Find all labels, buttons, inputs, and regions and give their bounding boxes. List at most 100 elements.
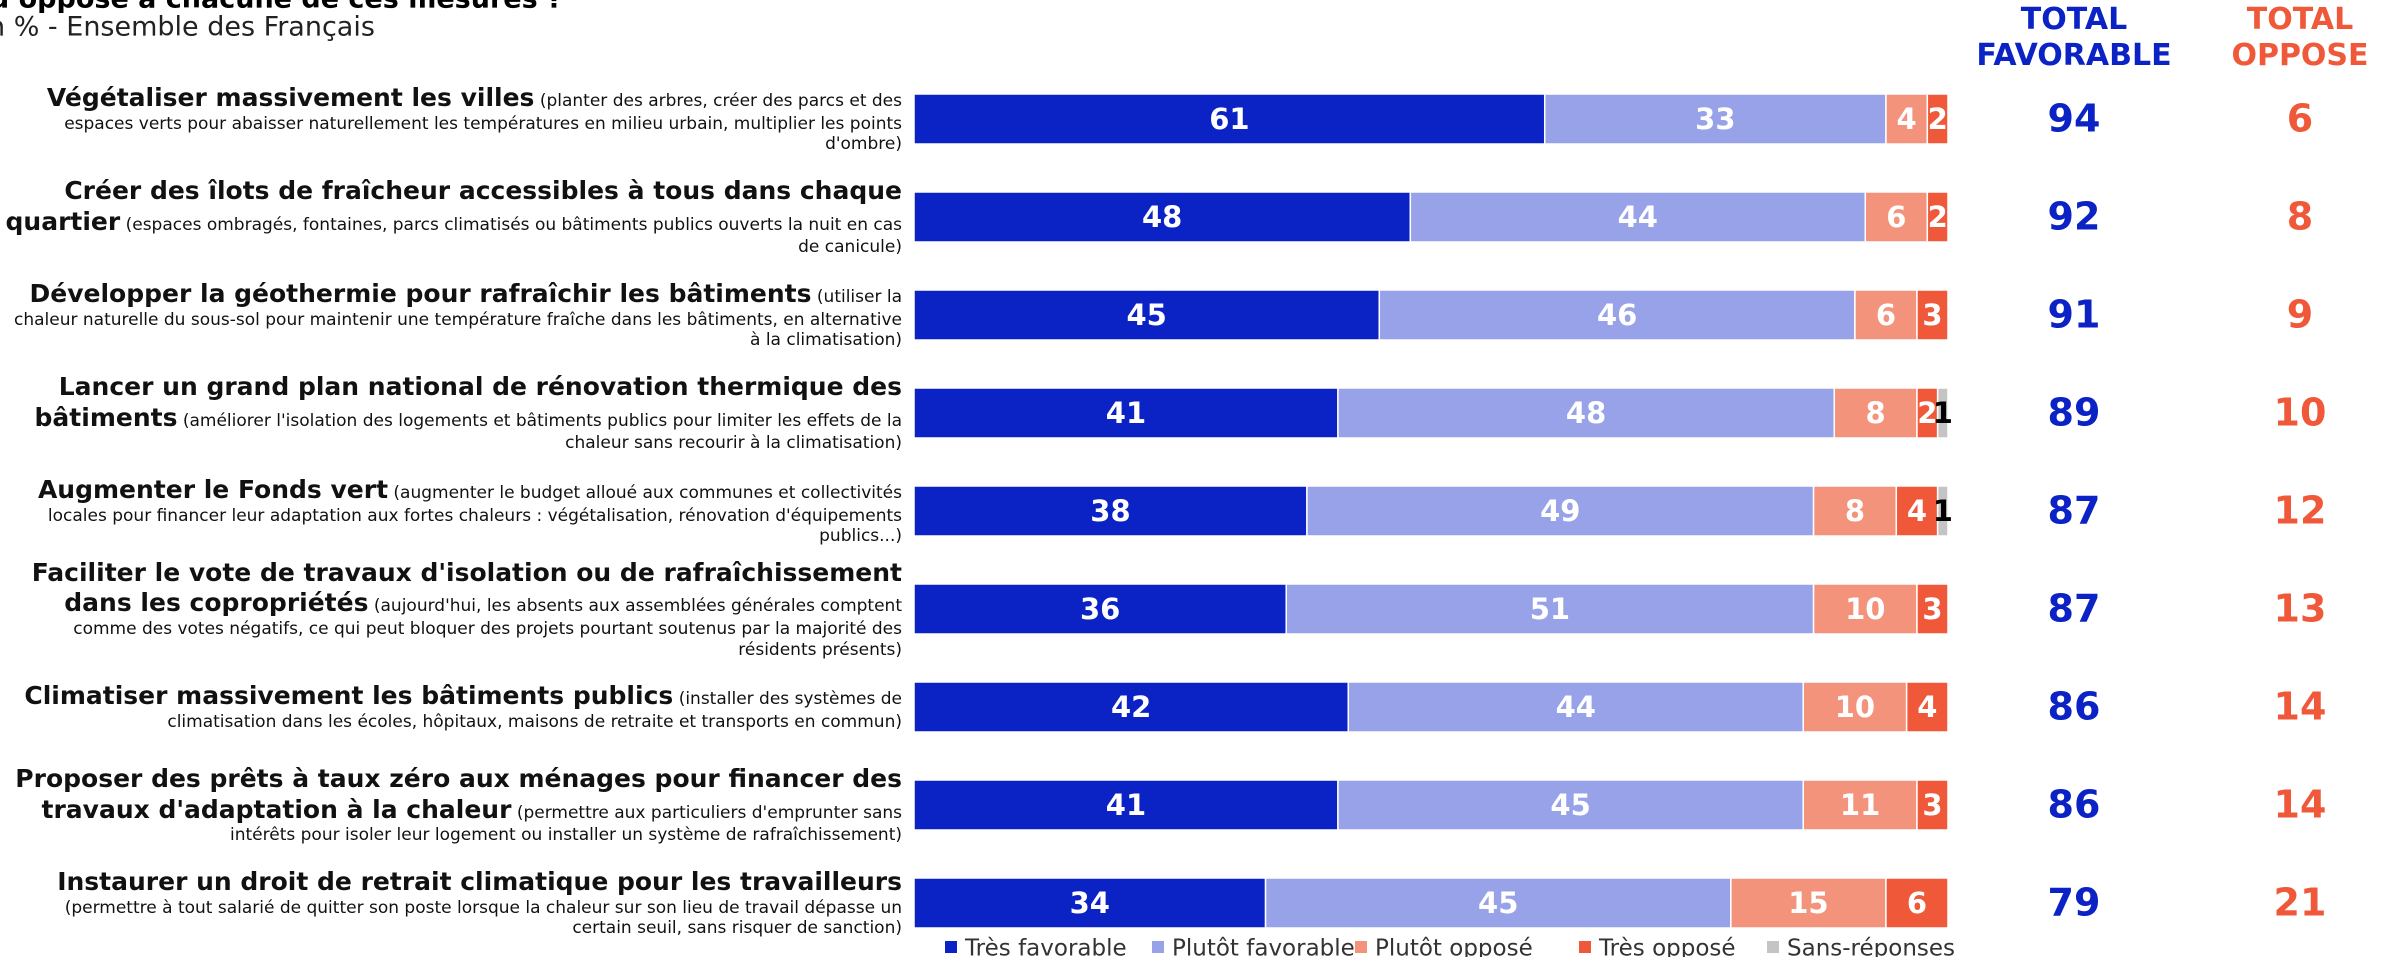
- value-label: 45: [1126, 298, 1166, 332]
- category-label: Climatiser massivement les bâtiments pub…: [0, 658, 902, 756]
- value-label: 10: [1845, 592, 1885, 626]
- value-label: 1: [1933, 494, 1953, 528]
- value-label: 2: [1928, 102, 1948, 136]
- bar-segment: [1337, 779, 1804, 831]
- value-label: 8: [1845, 494, 1865, 528]
- legend-swatch: [945, 941, 957, 953]
- category-label: Proposer des prêts à taux zéro aux ménag…: [0, 756, 902, 854]
- total-value: 91: [2048, 293, 2101, 337]
- category-text: Créer des îlots de fraîcheur accessibles…: [0, 176, 903, 258]
- category-text: Augmenter le Fonds vert (augmenter le bu…: [0, 475, 902, 547]
- total-value: 14: [2274, 783, 2327, 827]
- legend-label: Très opposé: [1598, 936, 1736, 957]
- bar-segment: [1285, 583, 1815, 635]
- category-text: Climatiser massivement les bâtiments pub…: [0, 681, 902, 732]
- value-label: 2: [1917, 396, 1937, 430]
- total-value: 6: [2287, 97, 2313, 141]
- bar-segment: [1916, 779, 1949, 831]
- bar-segment: [1730, 877, 1887, 929]
- category-text: Faciliter le vote de travaux d'isolation…: [0, 558, 902, 660]
- bar-segment: [1306, 485, 1815, 537]
- legend-label: Plutôt opposé: [1375, 936, 1533, 957]
- category-label: Instaurer un droit de retrait climatique…: [0, 854, 902, 952]
- bar-segment: [1802, 779, 1918, 831]
- value-label: 48: [1566, 396, 1606, 430]
- bar-segment: [913, 93, 1546, 145]
- category-label: Créer des îlots de fraîcheur accessibles…: [0, 168, 903, 266]
- bar-segment: [1802, 681, 1908, 733]
- total-header-word: TOTAL: [2021, 2, 2127, 37]
- bar-segment: [1264, 877, 1732, 929]
- value-label: 3: [1922, 592, 1942, 626]
- bar-segment: [1854, 289, 1918, 341]
- total-header-word: TOTAL: [2247, 2, 2353, 37]
- bar-segment: [1833, 387, 1918, 439]
- bar-segment: [1885, 877, 1949, 929]
- total-value: 86: [2048, 783, 2101, 827]
- total-header: TOTAL FAVORABLE: [1976, 2, 2171, 73]
- category-label: Végétaliser massivement les villes (plan…: [0, 70, 902, 168]
- total-value: 94: [2048, 97, 2101, 141]
- category-detail: (utiliser la chaleur naturelle du sous-s…: [13, 287, 902, 351]
- bar-segment: [913, 387, 1339, 439]
- category-text: Lancer un grand plan national de rénovat…: [0, 372, 902, 454]
- value-label: 51: [1530, 592, 1570, 626]
- value-label: 36: [1080, 592, 1120, 626]
- total-value: 86: [2048, 685, 2101, 729]
- total-value: 89: [2048, 391, 2101, 435]
- total-value: 79: [2048, 881, 2101, 925]
- value-label: 15: [1788, 886, 1828, 920]
- bar-segment: [1378, 289, 1856, 341]
- total-header-word: FAVORABLE: [1976, 38, 2171, 73]
- value-label: 61: [1209, 102, 1249, 136]
- category-detail: (installer des systèmes de climatisation…: [167, 689, 902, 732]
- bar-segment: [1936, 387, 1949, 439]
- value-label: 44: [1618, 200, 1658, 234]
- category-name: Augmenter le Fonds vert: [37, 475, 389, 505]
- legend-swatch: [1152, 941, 1164, 953]
- total-value: 14: [2274, 685, 2327, 729]
- bar-segment: [1926, 191, 1949, 243]
- category-text: Proposer des prêts à taux zéro aux ménag…: [0, 764, 902, 846]
- legend-label: Sans-réponses: [1787, 936, 1955, 957]
- category-detail: (aujourd'hui, les absents aux assemblées…: [73, 596, 902, 660]
- category-name: Lancer un grand plan national de rénovat…: [34, 372, 902, 432]
- category-detail: (permettre aux particuliers d'emprunter …: [230, 802, 902, 846]
- value-label: 46: [1597, 298, 1637, 332]
- bar-segment: [1347, 681, 1804, 733]
- total-value: 87: [2048, 587, 2101, 631]
- value-label: 6: [1907, 886, 1927, 920]
- value-label: 2: [1928, 200, 1948, 234]
- category-name: Instaurer un droit de retrait climatique…: [57, 867, 902, 897]
- total-value: 13: [2274, 587, 2327, 631]
- value-label: 4: [1897, 102, 1917, 136]
- category-name: Climatiser massivement les bâtiments pub…: [24, 681, 674, 711]
- value-label: 38: [1090, 494, 1130, 528]
- category-label: Faciliter le vote de travaux d'isolation…: [0, 558, 902, 660]
- value-label: 8: [1866, 396, 1886, 430]
- value-label: 6: [1876, 298, 1896, 332]
- total-value: 10: [2274, 391, 2327, 435]
- legend-label: Très favorable: [964, 936, 1127, 957]
- bar-segment: [1895, 485, 1939, 537]
- value-label: 33: [1695, 102, 1735, 136]
- legend-label: Plutôt favorable: [1172, 936, 1355, 957]
- category-detail: (planter des arbres, créer des parcs et …: [64, 91, 902, 155]
- value-label: 3: [1922, 298, 1942, 332]
- bar-segment: [913, 485, 1308, 537]
- category-text: Développer la géothermie pour rafraîchir…: [0, 279, 902, 351]
- value-label: 10: [1835, 690, 1875, 724]
- category-name: Faciliter le vote de travaux d'isolation…: [31, 557, 902, 618]
- value-label: 41: [1106, 788, 1146, 822]
- bar-segment: [1864, 191, 1929, 243]
- bar-segment: [913, 289, 1381, 341]
- value-label: 3: [1922, 788, 1942, 822]
- chart-subtitle: n % - Ensemble des Français: [0, 12, 375, 43]
- category-detail: (améliorer l'isolation des logements et …: [182, 410, 902, 454]
- value-label: 34: [1070, 886, 1110, 920]
- value-label: 44: [1556, 690, 1596, 724]
- category-name: Créer des îlots de fraîcheur accessibles…: [5, 176, 903, 236]
- category-text: Végétaliser massivement les villes (plan…: [0, 83, 902, 155]
